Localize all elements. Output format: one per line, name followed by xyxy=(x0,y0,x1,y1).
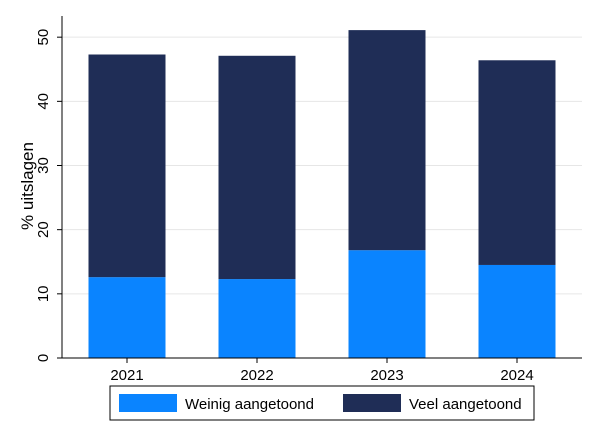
bar-2023-veel xyxy=(348,30,426,251)
y-tick-label: 30 xyxy=(35,157,52,174)
bars xyxy=(88,30,556,358)
x-tick-label: 2023 xyxy=(370,367,403,384)
bar-2023-weinig xyxy=(348,250,426,358)
x-ticks: 2021 2022 2023 2024 xyxy=(110,358,534,384)
y-tick-label: 0 xyxy=(35,354,52,362)
y-axis-title: % uitslagen xyxy=(18,142,37,230)
x-tick-label: 2024 xyxy=(500,367,533,384)
legend: Weinig aangetoond Veel aangetoond xyxy=(109,385,535,421)
y-tick-label: 20 xyxy=(35,221,52,238)
legend-swatch-veel xyxy=(343,394,401,412)
y-tick-label: 40 xyxy=(35,93,52,110)
bar-2024-weinig xyxy=(478,264,556,358)
legend-label-weinig: Weinig aangetoond xyxy=(185,396,314,413)
legend-frame xyxy=(109,385,535,421)
x-tick-label: 2022 xyxy=(240,367,273,384)
bar-2022-veel xyxy=(218,55,296,280)
bar-2021-weinig xyxy=(88,277,166,358)
y-ticks: 0 10 20 30 40 50 xyxy=(35,29,62,362)
legend-swatch-weinig xyxy=(119,394,177,412)
bar-2024-veel xyxy=(478,60,556,265)
bar-2022-weinig xyxy=(218,279,296,358)
legend-label-veel: Veel aangetoond xyxy=(409,396,522,413)
axes xyxy=(61,16,582,359)
x-tick-label: 2021 xyxy=(110,367,143,384)
bar-2021-veel xyxy=(88,54,166,278)
y-tick-label: 10 xyxy=(35,285,52,302)
y-tick-label: 50 xyxy=(35,29,52,46)
